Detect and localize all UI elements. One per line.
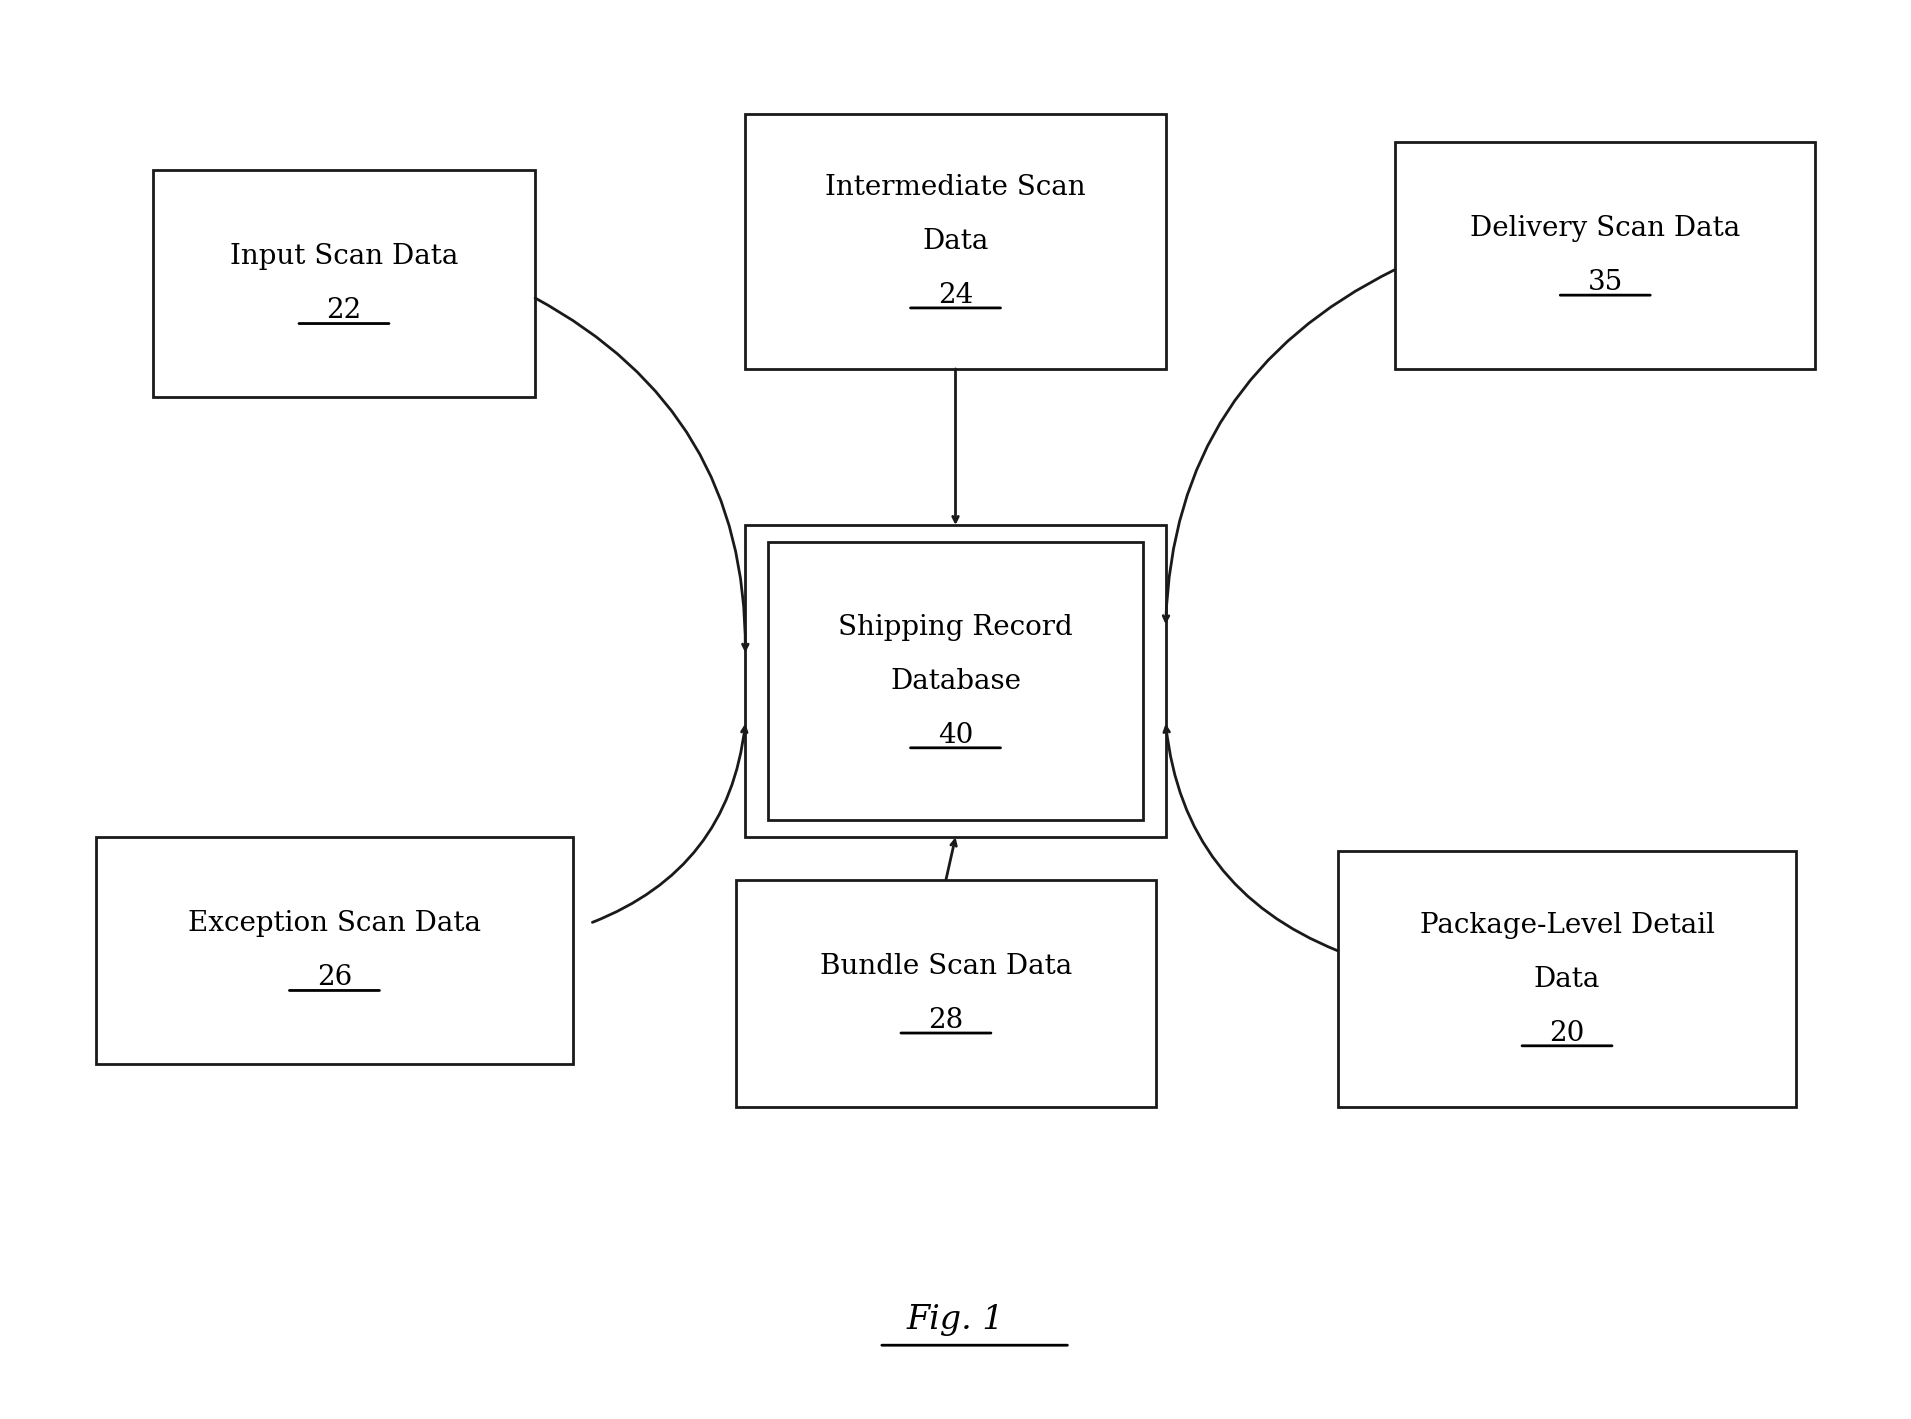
FancyBboxPatch shape (745, 525, 1166, 837)
FancyBboxPatch shape (768, 542, 1143, 820)
Text: 26: 26 (317, 964, 352, 992)
FancyBboxPatch shape (153, 170, 535, 397)
Text: Shipping Record: Shipping Record (839, 613, 1072, 641)
Text: 28: 28 (929, 1006, 963, 1034)
Text: 20: 20 (1550, 1019, 1584, 1047)
FancyBboxPatch shape (1395, 142, 1815, 369)
Text: Intermediate Scan: Intermediate Scan (826, 173, 1085, 201)
FancyBboxPatch shape (736, 880, 1156, 1107)
Text: 22: 22 (327, 297, 361, 325)
Text: Data: Data (923, 227, 988, 255)
Text: Package-Level Detail: Package-Level Detail (1420, 911, 1714, 939)
Text: 40: 40 (938, 721, 973, 749)
Text: Fig. 1: Fig. 1 (906, 1304, 1005, 1335)
Text: Bundle Scan Data: Bundle Scan Data (820, 952, 1072, 981)
Text: Exception Scan Data: Exception Scan Data (187, 910, 482, 938)
FancyBboxPatch shape (1338, 851, 1796, 1107)
Text: Delivery Scan Data: Delivery Scan Data (1470, 214, 1741, 243)
Text: Data: Data (1535, 965, 1600, 993)
Text: Database: Database (891, 667, 1020, 695)
Text: Input Scan Data: Input Scan Data (229, 243, 459, 271)
FancyBboxPatch shape (745, 114, 1166, 369)
Text: 35: 35 (1588, 268, 1622, 297)
Text: 24: 24 (938, 281, 973, 309)
FancyBboxPatch shape (96, 837, 573, 1064)
